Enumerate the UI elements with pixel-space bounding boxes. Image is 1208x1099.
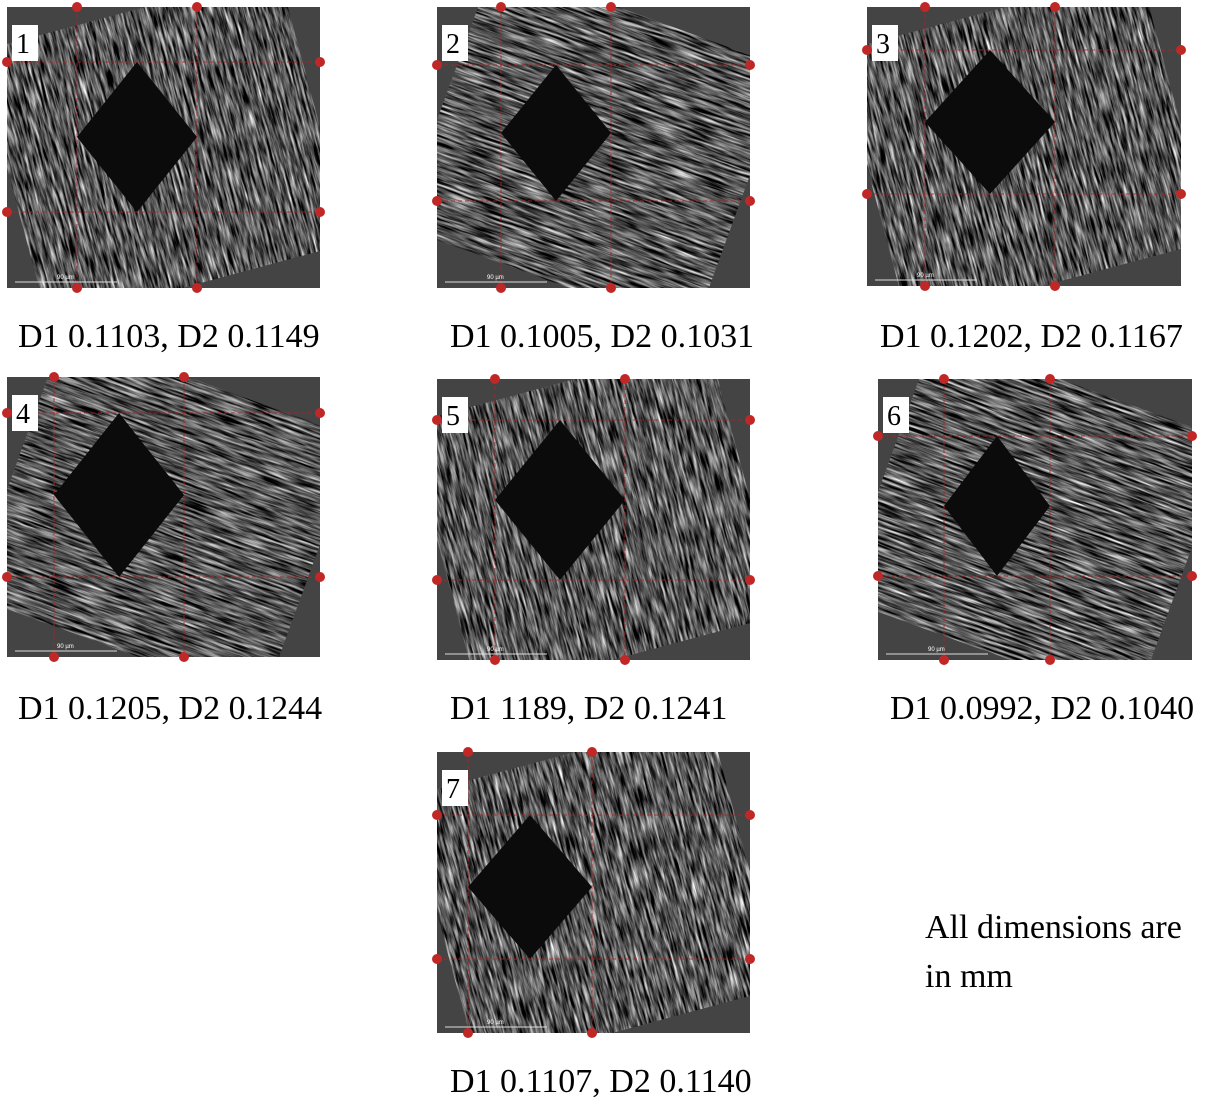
- measure-marker: [490, 374, 500, 384]
- panel-number: 3: [876, 29, 890, 60]
- measure-marker: [72, 283, 82, 293]
- measure-marker: [1050, 281, 1060, 291]
- measure-marker: [606, 283, 616, 293]
- measure-marker: [496, 2, 506, 12]
- caption: D1 0.1205, D2 0.1244: [18, 690, 322, 727]
- measure-marker: [49, 372, 59, 382]
- measure-marker: [745, 810, 755, 820]
- scale-bar-label: 90 µm: [57, 275, 74, 281]
- measure-marker: [745, 954, 755, 964]
- measure-marker: [49, 652, 59, 662]
- caption: D1 0.1005, D2 0.1031: [450, 318, 754, 355]
- measure-marker: [1176, 189, 1186, 199]
- measure-marker: [939, 655, 949, 665]
- measure-marker: [490, 655, 500, 665]
- scale-bar-label: 90 µm: [487, 647, 504, 653]
- measure-marker: [315, 408, 325, 418]
- measure-marker: [620, 374, 630, 384]
- scale-bar-label: 90 µm: [928, 647, 945, 653]
- panel-number: 6: [887, 401, 901, 432]
- micrograph: 6 90 µm: [839, 334, 1208, 705]
- measure-marker: [873, 571, 883, 581]
- micrograph: 5 90 µm: [406, 343, 781, 695]
- measure-marker: [2, 408, 12, 418]
- measure-marker: [432, 954, 442, 964]
- measure-marker: [432, 60, 442, 70]
- measure-marker: [862, 45, 872, 55]
- measure-marker: [1045, 655, 1055, 665]
- scale-bar-label: 90 µm: [57, 644, 74, 650]
- measure-marker: [315, 57, 325, 67]
- measure-marker: [587, 747, 597, 757]
- micrograph: 4 90 µm: [0, 332, 358, 702]
- measure-marker: [2, 207, 12, 217]
- caption: D1 0.0992, D2 0.1040: [890, 690, 1194, 727]
- measure-marker: [72, 2, 82, 12]
- micrograph: 3 90 µm: [836, 0, 1208, 322]
- measure-marker: [315, 207, 325, 217]
- measure-marker: [192, 2, 202, 12]
- micrograph: 1 90 µm: [0, 0, 351, 324]
- measure-marker: [745, 196, 755, 206]
- measure-marker: [1050, 2, 1060, 12]
- scale-bar-label: 90 µm: [487, 275, 504, 281]
- measure-marker: [1176, 45, 1186, 55]
- measure-marker: [939, 374, 949, 384]
- measure-marker: [620, 655, 630, 665]
- note-line: All dimensions are: [925, 909, 1182, 946]
- measure-marker: [1045, 374, 1055, 384]
- measure-marker: [463, 747, 473, 757]
- measure-marker: [179, 652, 189, 662]
- measure-marker: [496, 283, 506, 293]
- measure-marker: [606, 2, 616, 12]
- measure-marker: [1187, 571, 1197, 581]
- caption: D1 0.1202, D2 0.1167: [880, 318, 1183, 355]
- note-line: in mm: [925, 958, 1013, 995]
- caption: D1 0.1103, D2 0.1149: [18, 318, 320, 355]
- measure-marker: [745, 60, 755, 70]
- measure-marker: [192, 283, 202, 293]
- panel-number: 7: [446, 774, 460, 805]
- page: All dimensions are in mm 1 90 µm D1 0.1103…: [0, 0, 1208, 1099]
- measure-marker: [920, 281, 930, 291]
- scale-bar-label: 90 µm: [487, 1020, 504, 1026]
- measure-marker: [315, 572, 325, 582]
- measure-marker: [2, 572, 12, 582]
- measure-marker: [1187, 431, 1197, 441]
- measure-marker: [920, 2, 930, 12]
- panel-number: 1: [16, 29, 30, 60]
- measure-marker: [2, 57, 12, 67]
- figure: All dimensions are in mm 1 90 µm D1 0.1103…: [0, 0, 1208, 1099]
- panel-number: 2: [446, 29, 460, 60]
- measure-marker: [745, 415, 755, 425]
- panel-number: 4: [16, 399, 30, 430]
- caption: D1 1189, D2 0.1241: [450, 690, 727, 727]
- measure-marker: [745, 575, 755, 585]
- measure-marker: [432, 810, 442, 820]
- measure-marker: [587, 1028, 597, 1038]
- scale-bar-label: 90 µm: [917, 273, 934, 279]
- micrograph: 2 90 µm: [398, 0, 788, 333]
- measure-marker: [179, 372, 189, 382]
- measure-marker: [463, 1028, 473, 1038]
- measure-marker: [873, 431, 883, 441]
- measure-marker: [432, 415, 442, 425]
- caption: D1 0.1107, D2 0.1140: [450, 1063, 752, 1099]
- micrograph: 7 90 µm: [406, 716, 781, 1068]
- measure-marker: [432, 575, 442, 585]
- panel-number: 5: [446, 401, 460, 432]
- measure-marker: [862, 189, 872, 199]
- measure-marker: [432, 196, 442, 206]
